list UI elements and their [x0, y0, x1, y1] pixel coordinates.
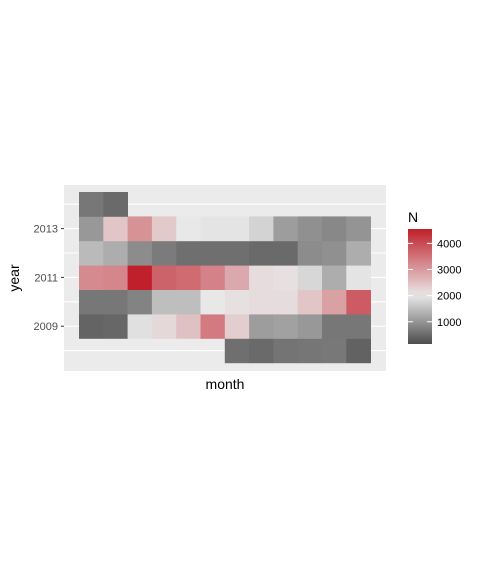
heatmap-tile [103, 240, 128, 266]
heatmap-tile [297, 338, 323, 364]
heatmap-tile [249, 240, 274, 266]
heatmap-tile [151, 216, 177, 242]
heatmap-tile [127, 289, 153, 315]
heatmap-tile [224, 265, 250, 290]
heatmap-tile [273, 240, 299, 266]
heatmap-tile [346, 314, 371, 339]
heatmap-tile [273, 265, 299, 290]
heatmap-tile [79, 216, 104, 242]
heatmap-tile [224, 338, 250, 364]
heatmap-tile [297, 216, 323, 242]
legend-ticks: 1000 2000 3000 4000 [408, 238, 461, 329]
heatmap-tile [273, 314, 299, 339]
heatmap-tile [322, 289, 347, 315]
heatmap-tile [103, 314, 128, 339]
heatmap-tile [346, 338, 371, 364]
heatmap-tile [103, 216, 128, 242]
heatmap-tile [176, 216, 201, 242]
legend-tick-label: 2000 [437, 291, 461, 303]
heatmap-tile [224, 240, 250, 266]
heatmap-tile [273, 338, 299, 364]
heatmap-tile [79, 240, 104, 266]
y-axis-title: year [6, 264, 22, 292]
heatmap-tile [249, 289, 274, 315]
heatmap-tile [151, 289, 177, 315]
heatmap-tile [273, 289, 299, 315]
heatmap-tile [224, 216, 250, 242]
heatmap-tile [297, 314, 323, 339]
heatmap-tile [346, 289, 371, 315]
y-tick-label: 2009 [34, 321, 58, 333]
heatmap-tile [127, 314, 153, 339]
heatmap-tile [127, 216, 153, 242]
heatmap-tile [224, 314, 250, 339]
heatmap-tile [200, 265, 226, 290]
heatmap-tile [322, 338, 347, 364]
heatmap-tile [346, 265, 371, 290]
heatmap-tile [79, 192, 104, 217]
heatmap-tile [200, 314, 226, 339]
heatmap-tile [224, 289, 250, 315]
heatmap-tile [200, 240, 226, 266]
x-axis-title: month [206, 376, 245, 392]
heatmap-tile [200, 216, 226, 242]
heatmap-tile [79, 289, 104, 315]
heatmap-tile [297, 265, 323, 290]
heatmap-tile [176, 265, 201, 290]
heatmap-tile [127, 265, 153, 290]
heatmap-tile [79, 314, 104, 339]
heatmap-tile [322, 216, 347, 242]
heatmap-tile [273, 216, 299, 242]
legend-tick-label: 1000 [437, 317, 461, 329]
y-axis-ticks: 2009 2011 2013 [34, 224, 64, 333]
heatmap-tile [103, 289, 128, 315]
legend-tick-label: 3000 [437, 265, 461, 277]
heatmap-tile [322, 240, 347, 266]
heatmap-tile [200, 289, 226, 315]
legend-colorbar [408, 229, 432, 344]
heatmap-tile [103, 192, 128, 217]
heatmap-tile [176, 240, 201, 266]
legend: N 1000 2000 3000 4000 [408, 209, 461, 344]
legend-title: N [408, 209, 418, 225]
heatmap-tile [249, 314, 274, 339]
heatmap-tile [249, 265, 274, 290]
heatmap-tile [127, 240, 153, 266]
y-tick-label: 2011 [34, 272, 58, 284]
heatmap-tiles [79, 192, 371, 364]
heatmap-tile [176, 289, 201, 315]
heatmap-tile [346, 216, 371, 242]
heatmap-tile [322, 314, 347, 339]
heatmap-tile [151, 240, 177, 266]
heatmap-tile [322, 265, 347, 290]
heatmap-tile [176, 314, 201, 339]
heatmap-tile [297, 289, 323, 315]
heatmap-tile [249, 216, 274, 242]
heatmap-tile [297, 240, 323, 266]
y-tick-label: 2013 [34, 224, 58, 236]
heatmap-tile [151, 265, 177, 290]
heatmap-tile [79, 265, 104, 290]
heatmap-tile [249, 338, 274, 364]
heatmap-tile [151, 314, 177, 339]
legend-tick-label: 4000 [437, 238, 461, 250]
heatmap-tile [346, 240, 371, 266]
heatmap-tile [103, 265, 128, 290]
